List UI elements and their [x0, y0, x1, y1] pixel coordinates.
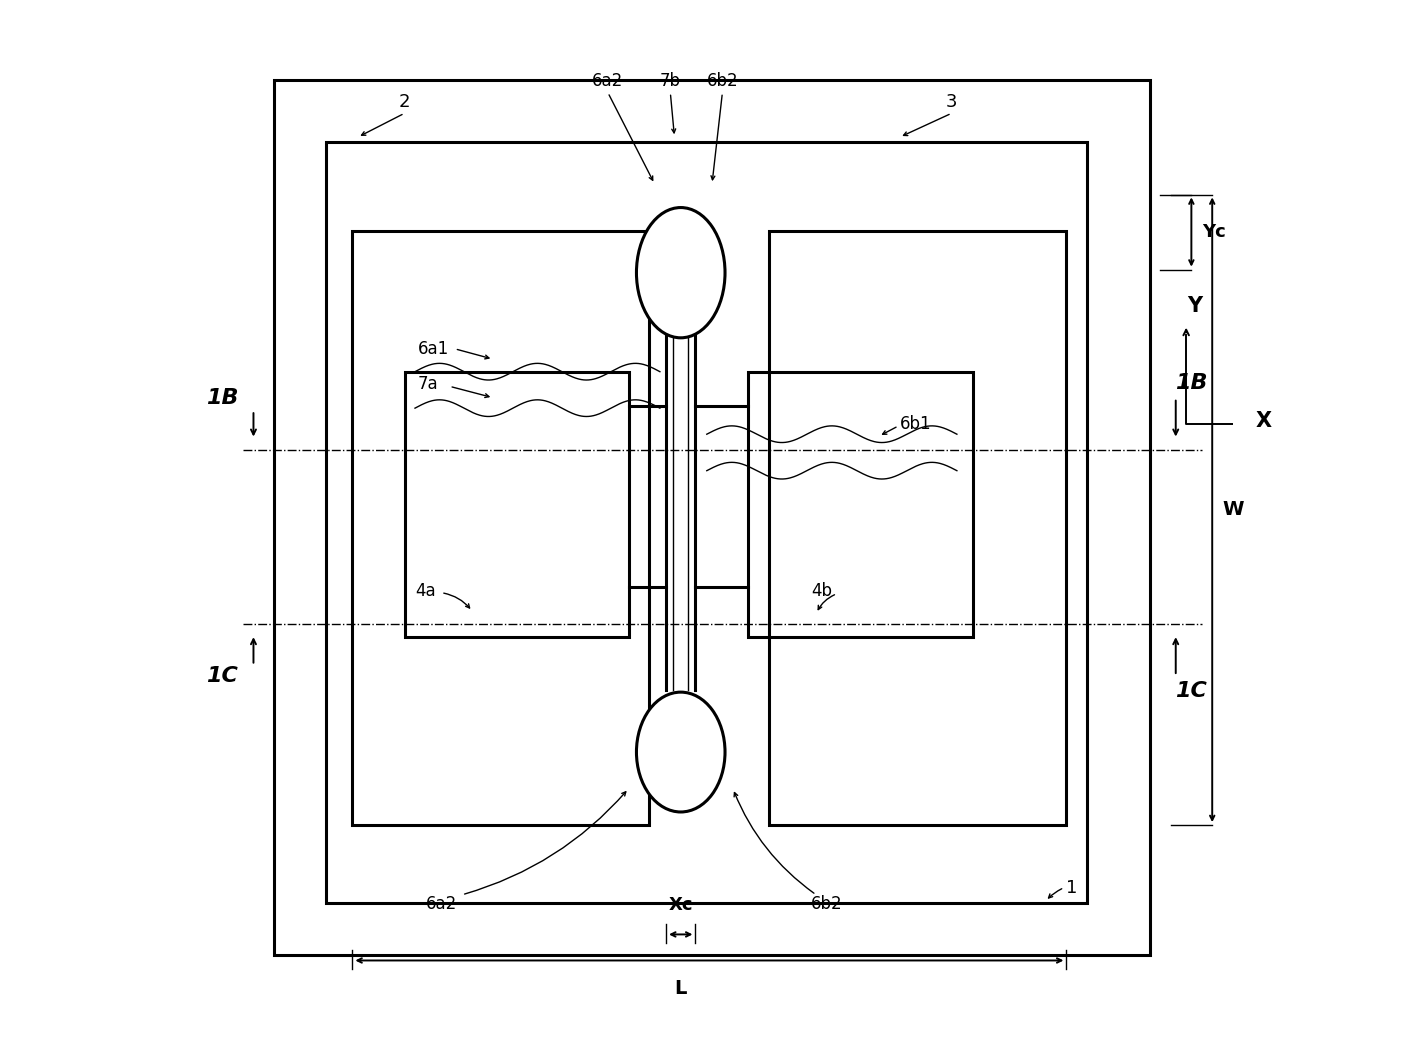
Bar	[326, 143, 1087, 903]
Text: 6a2: 6a2	[426, 894, 457, 912]
Text: L: L	[675, 979, 686, 998]
Text: W: W	[1223, 501, 1245, 520]
Bar	[749, 372, 973, 638]
Text: 7b: 7b	[659, 791, 681, 809]
Text: 6b2: 6b2	[810, 894, 843, 912]
Text: 2: 2	[399, 93, 410, 111]
Ellipse shape	[637, 692, 725, 812]
Text: 6a2: 6a2	[592, 72, 624, 91]
Text: 7b: 7b	[659, 72, 681, 91]
Bar	[353, 231, 649, 825]
Bar	[404, 372, 628, 638]
Text: 4a: 4a	[414, 582, 436, 600]
Text: 3: 3	[946, 93, 957, 111]
Text: X: X	[1256, 411, 1272, 431]
Text: 1B: 1B	[1175, 373, 1208, 393]
Text: 1: 1	[1067, 879, 1078, 897]
Bar	[275, 80, 1149, 956]
Bar	[769, 231, 1067, 825]
Text: 1C: 1C	[206, 665, 238, 685]
Text: 1C: 1C	[1175, 681, 1208, 701]
Text: Yc: Yc	[1202, 223, 1226, 241]
Text: 6b1: 6b1	[900, 415, 931, 433]
Text: 6b2: 6b2	[706, 72, 738, 91]
Text: Xc: Xc	[668, 895, 693, 913]
Text: 1B: 1B	[206, 389, 238, 409]
Text: 6a1: 6a1	[419, 340, 450, 358]
Text: Y: Y	[1188, 297, 1202, 317]
Text: 7a: 7a	[419, 375, 439, 393]
Text: 4b: 4b	[812, 582, 832, 600]
Ellipse shape	[637, 208, 725, 338]
